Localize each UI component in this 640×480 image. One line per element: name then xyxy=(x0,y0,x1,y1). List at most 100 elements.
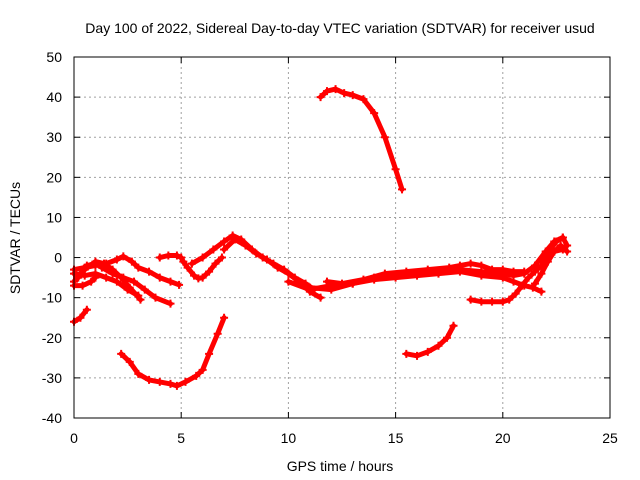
data-point xyxy=(545,245,554,254)
data-point xyxy=(172,381,181,390)
data-point xyxy=(217,253,226,262)
data-point xyxy=(205,349,214,358)
data-point xyxy=(187,259,196,268)
series-track-13 xyxy=(322,259,529,288)
data-point xyxy=(528,283,537,292)
data-point xyxy=(78,281,87,290)
data-point xyxy=(391,165,400,174)
data-point xyxy=(509,267,518,276)
data-point xyxy=(340,89,349,98)
data-point xyxy=(284,277,293,286)
data-point xyxy=(134,291,143,300)
data-point xyxy=(434,341,443,350)
data-point xyxy=(127,257,136,266)
x-tick-label: 5 xyxy=(177,430,185,446)
data-point xyxy=(498,273,507,282)
data-point xyxy=(134,263,143,272)
series-track-1 xyxy=(70,305,91,326)
data-point xyxy=(123,285,132,294)
data-point xyxy=(112,277,121,286)
data-point xyxy=(331,85,340,94)
data-point xyxy=(466,259,475,268)
data-point xyxy=(477,261,486,270)
data-point xyxy=(117,349,126,358)
data-point xyxy=(166,299,175,308)
data-point xyxy=(402,349,411,358)
data-point xyxy=(563,241,572,250)
data-point xyxy=(130,277,139,286)
y-tick-label: -30 xyxy=(42,370,62,386)
data-point xyxy=(91,257,100,266)
data-point xyxy=(338,279,346,288)
data-point xyxy=(445,263,454,272)
y-tick-label: -10 xyxy=(42,290,62,306)
data-point xyxy=(262,255,271,264)
data-point xyxy=(413,351,422,360)
data-point xyxy=(80,271,89,280)
data-point xyxy=(316,293,325,302)
series-track-7 xyxy=(117,313,229,390)
series-track-8 xyxy=(155,251,226,283)
data-point xyxy=(518,281,527,290)
data-point xyxy=(145,267,154,276)
y-tick-label: 10 xyxy=(46,209,62,225)
data-point xyxy=(125,357,134,366)
x-tick-label: 20 xyxy=(495,430,511,446)
x-tick-label: 15 xyxy=(388,430,404,446)
data-point xyxy=(509,277,518,286)
data-point xyxy=(220,313,229,322)
data-point xyxy=(423,347,432,356)
data-point xyxy=(87,277,96,286)
series-track-14 xyxy=(316,85,407,194)
y-axis-label: SDTVAR / TECUs xyxy=(7,182,23,294)
data-point xyxy=(423,265,432,274)
series-line xyxy=(318,86,405,192)
data-point xyxy=(537,257,546,266)
data-point xyxy=(552,237,561,246)
data-point xyxy=(213,329,222,338)
data-point xyxy=(205,267,214,276)
data-point xyxy=(520,267,529,276)
data-point xyxy=(181,377,190,386)
data-point xyxy=(380,269,389,278)
data-point xyxy=(190,271,199,280)
data-point xyxy=(82,305,91,314)
y-tick-label: 40 xyxy=(46,89,62,105)
data-point xyxy=(155,377,164,386)
y-tick-label: -20 xyxy=(42,330,62,346)
data-point xyxy=(155,273,164,282)
data-point xyxy=(134,369,143,378)
data-series xyxy=(70,85,572,390)
data-point xyxy=(359,95,368,104)
data-point xyxy=(322,87,331,96)
data-point xyxy=(166,277,175,286)
x-tick-label: 25 xyxy=(602,430,618,446)
data-point xyxy=(455,261,464,270)
data-point xyxy=(155,253,164,262)
chart-title: Day 100 of 2022, Sidereal Day-to-day VTE… xyxy=(85,20,594,36)
data-point xyxy=(145,375,154,384)
data-point xyxy=(505,295,514,304)
data-point xyxy=(108,265,117,274)
x-tick-label: 0 xyxy=(70,430,78,446)
data-point xyxy=(192,371,201,380)
data-point xyxy=(537,287,546,296)
series-track-15 xyxy=(402,321,458,360)
data-point xyxy=(241,241,250,250)
gridlines xyxy=(74,57,610,418)
data-point xyxy=(136,295,145,304)
data-point xyxy=(370,109,379,118)
data-point xyxy=(380,133,389,142)
data-point xyxy=(230,235,239,244)
data-point xyxy=(112,255,121,264)
data-point xyxy=(175,280,184,289)
data-point xyxy=(348,91,357,100)
data-point xyxy=(327,285,336,294)
data-point xyxy=(530,279,539,288)
data-point xyxy=(211,259,220,268)
data-point xyxy=(466,295,475,304)
data-point xyxy=(198,273,207,282)
data-point xyxy=(177,253,186,262)
data-point xyxy=(524,273,533,282)
